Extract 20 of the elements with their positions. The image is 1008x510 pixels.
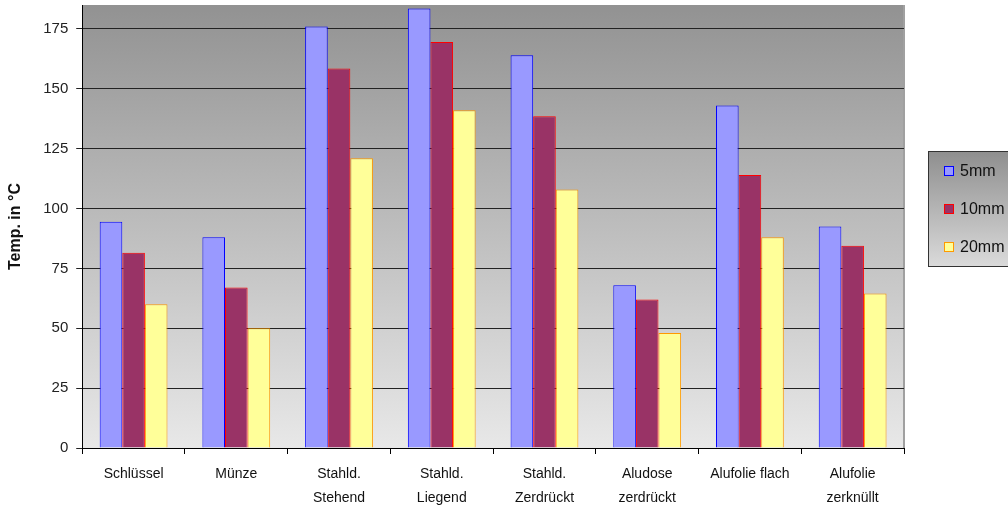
x-tick-label: Schlüssel: [103, 464, 164, 481]
y-tick-label: 175: [43, 19, 69, 37]
y-tick-label: 75: [51, 258, 69, 276]
y-tick-label: 50: [51, 318, 69, 336]
x-tick-label: Stahld. Zerdrückt: [514, 464, 575, 505]
legend-label: 10mm: [960, 200, 1005, 219]
x-tick-label: Stahld. Stehend: [312, 464, 366, 505]
x-tick-label: Alufolie zerknüllt: [826, 464, 879, 505]
y-tick-label: 25: [51, 378, 69, 396]
x-tick-label: Aludose zerdrückt: [618, 464, 677, 505]
legend-label: 20mm: [960, 238, 1005, 257]
x-tick-label: Münze: [215, 464, 258, 481]
x-tick-label: Alufolie flach: [710, 464, 790, 481]
y-tick-label: 0: [59, 438, 69, 456]
x-tick-label: Stahld. Liegend: [416, 464, 467, 505]
y-tick-label: 100: [43, 198, 69, 216]
y-tick-label: 125: [43, 138, 69, 156]
text: 5mm: [960, 162, 996, 181]
y-axis-title: Temp. in °C: [6, 182, 24, 270]
y-tick-label: 150: [43, 78, 69, 96]
